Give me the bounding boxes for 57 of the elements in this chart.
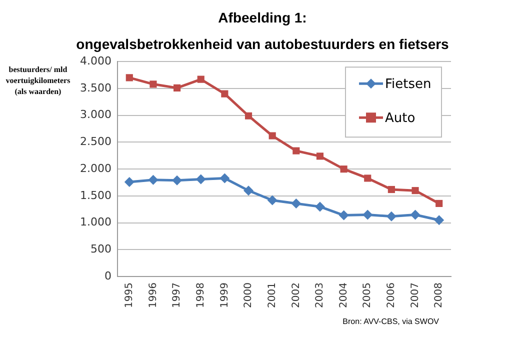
y-tick-label: 1.500 (80, 188, 112, 202)
point (388, 186, 395, 194)
point (148, 174, 158, 185)
point (244, 112, 252, 120)
x-tick-label: 2005 (362, 282, 374, 308)
y-tick-label: 500 (90, 242, 112, 256)
point (291, 198, 302, 208)
x-tick-label: 1996 (148, 282, 159, 308)
y-tick-label: 3.000 (80, 108, 112, 122)
point (316, 152, 324, 160)
x-tick-label: 2003 (314, 282, 326, 308)
point (364, 174, 372, 182)
y-tick-label: 4.000 (80, 54, 112, 68)
x-tick-label: 2006 (386, 282, 398, 308)
y-tick-label: 2.000 (80, 162, 112, 175)
x-tick-label: 1995 (124, 282, 135, 308)
x-tick-label: 2007 (410, 282, 421, 308)
point (434, 215, 444, 226)
point (362, 210, 373, 220)
y-tick-label: 1.000 (80, 216, 112, 229)
point (410, 210, 420, 220)
legend-label: Auto (385, 110, 416, 126)
point (268, 132, 276, 140)
x-tick-label: 1997 (172, 282, 183, 308)
point (436, 200, 443, 208)
point (172, 175, 182, 186)
legend-label: Fietsen (385, 76, 432, 92)
point (196, 174, 206, 184)
point (412, 187, 419, 194)
point (292, 147, 300, 154)
point (220, 173, 230, 184)
x-tick-label: 2008 (434, 282, 445, 308)
point (197, 76, 204, 83)
point (340, 166, 348, 173)
point (267, 195, 278, 206)
chart-subtitle: ongevalsbetrokkenheid van autobestuurders en fietsers (76, 36, 450, 52)
point (221, 90, 228, 98)
point (174, 84, 181, 92)
point (244, 186, 254, 196)
y-tick-label: 0 (104, 269, 112, 282)
point (126, 74, 133, 82)
x-tick-label: 2000 (243, 282, 254, 308)
point (124, 176, 134, 187)
y-axis-title: bestuurders/ mld voertuigkilometers (als waarden) (4, 64, 72, 97)
x-tick-label: 2002 (290, 282, 302, 308)
x-tick-label: 1998 (195, 282, 206, 308)
y-tick-label: 3.500 (80, 81, 112, 94)
point (386, 211, 396, 222)
point (338, 210, 349, 220)
text: Bron: AVV-CBS, via SWOV (342, 317, 439, 326)
point (314, 202, 325, 212)
chart-title: Afbeelding 1: (218, 9, 307, 26)
x-tick-label: 2001 (266, 282, 278, 308)
x-tick-label: 2004 (338, 282, 350, 308)
y-tick-label: 2.500 (80, 135, 112, 148)
x-tick-label: 1999 (219, 282, 230, 308)
point (150, 80, 157, 88)
